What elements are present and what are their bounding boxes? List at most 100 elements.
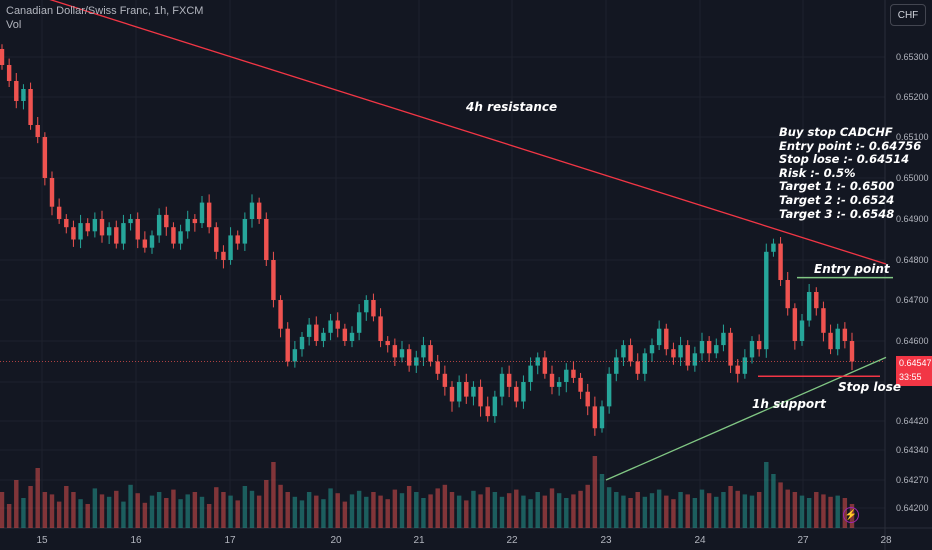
candle-body [214, 227, 219, 252]
plan-line: Entry point :- 0.64756 [779, 138, 922, 153]
volume-bar [235, 500, 240, 528]
candle-body [814, 292, 819, 309]
volume-bar [785, 489, 790, 528]
candle-body [256, 202, 262, 219]
candle-body [778, 243, 783, 280]
volume-bar [714, 496, 719, 528]
candle-body [292, 349, 298, 362]
volume-bar [764, 462, 769, 528]
y-tick-label: 0.64340 [896, 445, 929, 455]
candle-body [306, 324, 312, 337]
candle-body [314, 324, 319, 341]
candle-body [356, 312, 362, 333]
candle-body [521, 382, 526, 402]
candle-body [492, 396, 498, 417]
y-tick-label: 0.64200 [896, 503, 929, 513]
x-tick-label: 21 [413, 535, 425, 546]
volume-bar [814, 492, 819, 528]
candle-body [149, 235, 155, 248]
candle-body [78, 223, 83, 240]
candle-body [628, 345, 633, 362]
volume-bar [656, 489, 662, 528]
volume-bar [106, 496, 112, 528]
volume-bar [399, 493, 405, 528]
volume-bar [606, 487, 612, 528]
y-tick-label: 0.64700 [896, 295, 929, 305]
candle-body [342, 328, 348, 341]
plan-line: Target 3 :- 0.6548 [779, 206, 895, 221]
candle-body [671, 349, 676, 358]
candle-body [328, 320, 333, 333]
volume-bar [721, 492, 726, 528]
currency-button[interactable]: CHF [890, 4, 926, 26]
volume-bar [371, 492, 376, 528]
volume-bar [328, 488, 333, 528]
volume-bar [649, 493, 655, 528]
y-tick-label: 0.65100 [896, 132, 929, 142]
plan-line: Target 2 :- 0.6524 [779, 192, 895, 207]
volume-bar [164, 498, 169, 528]
candle-body [335, 320, 340, 329]
candle-body [714, 345, 719, 354]
candle-body [285, 328, 290, 362]
volume-bar [228, 495, 233, 528]
candle-body [114, 227, 119, 244]
candle-body [678, 345, 683, 358]
volume-bar [664, 495, 669, 528]
candle-body [528, 365, 533, 382]
x-tick-label: 27 [797, 535, 809, 546]
candle-body [64, 219, 69, 228]
volume-bar [256, 495, 262, 528]
volume-bar [835, 495, 840, 528]
volume-bar [485, 487, 490, 528]
volume-bar [421, 498, 426, 528]
volume-label: Vol [6, 19, 22, 31]
candle-body [592, 406, 598, 429]
y-tick-label: 0.64420 [896, 416, 929, 426]
volume-bar [378, 495, 383, 528]
volume-bar [249, 490, 255, 528]
volume-bar [521, 495, 526, 528]
volume-bar [114, 490, 119, 528]
candle-body [842, 328, 848, 341]
lightning-icon[interactable]: ⚡ [843, 507, 859, 523]
bar-countdown: 33:55 [899, 372, 922, 382]
volume-bar [171, 489, 176, 528]
candle-body [435, 361, 440, 374]
candle-body [249, 202, 255, 219]
candle-body [414, 357, 419, 366]
volume-bar [428, 494, 433, 528]
candle-body [478, 386, 483, 407]
volume-bar [628, 498, 633, 528]
candle-body [571, 369, 576, 378]
volume-bar [542, 495, 548, 528]
volume-bar [406, 486, 412, 528]
volume-bar [599, 474, 605, 528]
candle-body [421, 345, 426, 358]
volume-bar [49, 494, 55, 528]
volume-bar [0, 492, 5, 528]
volume-bar [278, 484, 283, 528]
candle-body [692, 353, 698, 366]
plan-line: Risk :- 0.5% [779, 165, 856, 180]
support-label: 1h support [752, 397, 826, 411]
volume-bar [306, 492, 312, 528]
candle-body [514, 386, 519, 402]
x-tick-label: 23 [600, 535, 612, 546]
resistance-trendline [49, 0, 887, 265]
volume-bar [271, 462, 276, 528]
volume-bar [214, 487, 219, 528]
candle-body [556, 382, 562, 387]
candle-body [506, 373, 512, 387]
volume-bar [699, 489, 705, 528]
candle-body [764, 251, 769, 350]
plan-line: Target 1 :- 0.6500 [779, 179, 895, 194]
volume-bar [314, 495, 319, 528]
y-tick-label: 0.64270 [896, 475, 929, 485]
volume-bar [528, 499, 533, 528]
volume-bar [635, 492, 640, 528]
volume-bar [264, 480, 269, 528]
candle-body [721, 332, 726, 346]
candle-body [771, 243, 776, 252]
